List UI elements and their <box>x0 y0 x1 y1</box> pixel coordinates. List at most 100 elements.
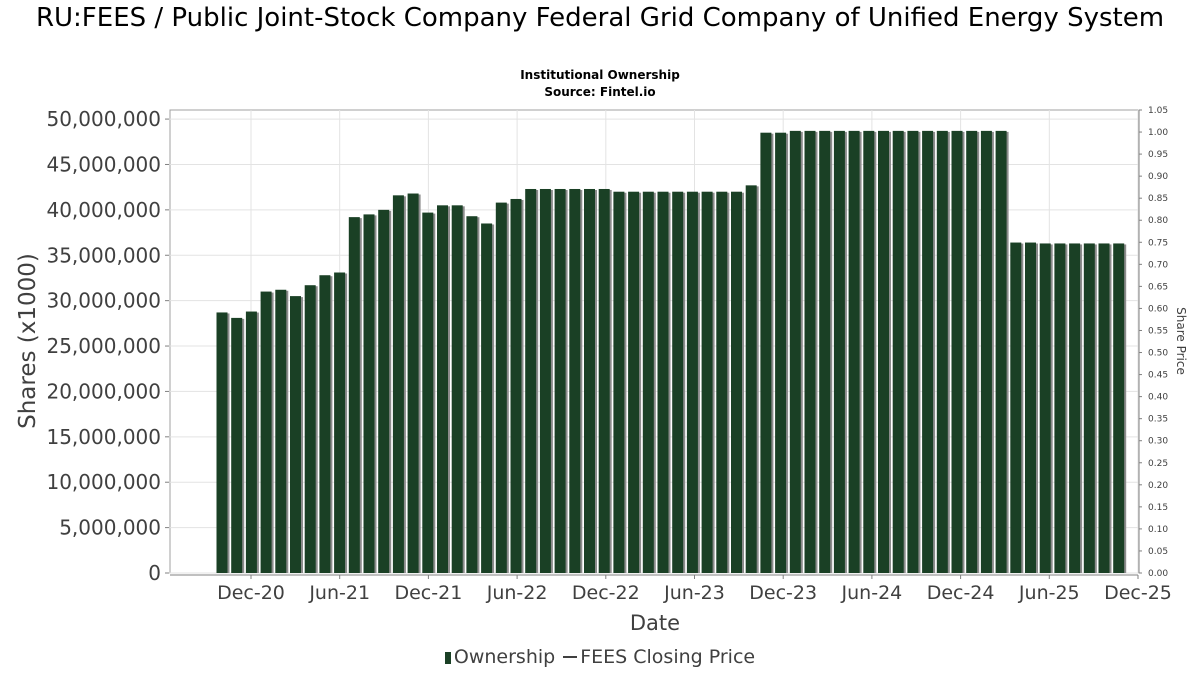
x-tick-label: Jun-23 <box>663 582 725 604</box>
x-tick-label: Dec-24 <box>927 582 995 604</box>
y2-tick-label: 0.75 <box>1148 238 1168 248</box>
ownership-bar <box>922 130 934 574</box>
ownership-bar <box>598 188 610 573</box>
ownership-bar <box>1098 243 1110 573</box>
ownership-bar <box>1113 243 1125 573</box>
y2-tick-label: 1.00 <box>1148 128 1168 138</box>
x-tick-label: Dec-23 <box>749 582 817 604</box>
y-tick-label: 0 <box>148 561 161 585</box>
y2-tick-label: 0.45 <box>1148 371 1168 381</box>
y2-tick-label: 0.65 <box>1148 282 1168 292</box>
ownership-bars <box>216 130 1127 574</box>
ownership-bar <box>348 217 360 573</box>
y2-axis-label: Share Price <box>1174 307 1188 375</box>
y2-tick-label: 0.90 <box>1148 172 1168 182</box>
ownership-bar <box>701 191 713 574</box>
ownership-bar <box>804 130 816 574</box>
y2-tick-label: 0.85 <box>1148 194 1168 204</box>
ownership-bar <box>275 289 287 573</box>
ownership-bar <box>1010 242 1022 573</box>
y2-tick-label: 0.25 <box>1148 459 1168 469</box>
x-tick-label: Jun-21 <box>308 582 370 604</box>
y-tick-label: 45,000,000 <box>46 152 161 176</box>
ownership-bar <box>1025 242 1036 573</box>
ownership-bar <box>657 191 669 574</box>
ownership-bar <box>848 130 860 574</box>
x-tick-label: Jun-24 <box>841 582 903 604</box>
ownership-bar <box>716 191 728 574</box>
ownership-bar <box>951 130 963 574</box>
y2-tick-label: 0.50 <box>1148 349 1168 359</box>
ownership-bar <box>995 130 1007 574</box>
ownership-bar <box>539 188 551 573</box>
y-tick-label: 10,000,000 <box>46 470 161 494</box>
ownership-bar <box>642 191 654 574</box>
y2-tick-label: 0.20 <box>1148 481 1168 491</box>
ownership-bar <box>569 188 581 573</box>
ownership-bar <box>686 191 698 574</box>
ownership-bar <box>789 130 801 574</box>
ownership-bar <box>216 312 228 573</box>
ownership-bar <box>775 132 787 573</box>
ownership-bar <box>892 130 904 574</box>
x-axis-label: Date <box>630 611 680 635</box>
ownership-bar <box>554 188 566 573</box>
x-tick-label: Dec-22 <box>572 582 640 604</box>
legend-ownership: Ownership <box>453 646 556 668</box>
x-tick-label: Jun-22 <box>486 582 548 604</box>
ownership-bar <box>878 130 889 574</box>
ownership-bar <box>863 130 875 574</box>
y2-tick-label: 1.05 <box>1148 106 1168 116</box>
y2-tick-label: 0.05 <box>1148 547 1168 557</box>
axes: Dec-20 Jun-21 Dec-21 Jun-22 Dec-22 Jun-23 Dec-… <box>46 106 1171 604</box>
y2-tick-label: 0.30 <box>1148 437 1168 447</box>
legend-price: FEES Closing Price <box>580 646 756 668</box>
chart-title: RU:FEES / Public Joint-Stock Company Fed… <box>35 3 1165 33</box>
y-tick-label: 35,000,000 <box>46 243 161 267</box>
legend: Ownership FEES Closing Price <box>0 646 1200 668</box>
ownership-bar <box>495 202 507 573</box>
ownership-bar <box>231 317 243 573</box>
x-tick-label: Jun-25 <box>1018 582 1080 604</box>
x-tick-label: Dec-20 <box>217 582 285 604</box>
ownership-bar <box>481 223 493 573</box>
y2-tick-label: 0.55 <box>1148 326 1168 336</box>
ownership-bar <box>466 216 478 573</box>
ownership-bar <box>980 130 992 574</box>
y-tick-label: 15,000,000 <box>46 425 161 449</box>
chart-subtitle: Institutional Ownership <box>520 68 680 82</box>
ownership-bar <box>451 205 463 573</box>
ownership-bar <box>245 311 257 573</box>
ownership-bar <box>1039 243 1051 573</box>
ownership-bar <box>407 193 419 573</box>
ownership-bar <box>510 198 522 573</box>
y2-tick-label: 0.15 <box>1148 503 1168 513</box>
ownership-bar <box>1069 243 1081 573</box>
ownership-bar <box>936 130 948 574</box>
chart-source: Source: Fintel.io <box>544 85 656 99</box>
y2-tick-label: 0.10 <box>1148 525 1168 535</box>
price-line-swatch <box>563 656 578 658</box>
ownership-bar <box>672 191 684 574</box>
ownership-bar <box>1054 243 1066 573</box>
y-tick-label: 50,000,000 <box>46 107 161 131</box>
ownership-bar <box>260 291 272 573</box>
y2-tick-label: 0.00 <box>1148 569 1168 579</box>
ownership-bar <box>290 296 301 573</box>
ownership-bar <box>334 272 346 573</box>
y2-tick-label: 0.70 <box>1148 260 1168 270</box>
ownership-bar <box>819 130 831 574</box>
ownership-bar <box>833 130 845 574</box>
y2-tick-label: 0.35 <box>1148 415 1168 425</box>
ownership-bar <box>392 195 404 573</box>
x-tick-label: Dec-21 <box>394 582 462 604</box>
y-tick-label: 30,000,000 <box>46 289 161 313</box>
y2-tick-label: 0.60 <box>1148 304 1168 314</box>
x-tick-label: Dec-25 <box>1104 582 1172 604</box>
y2-tick-label: 0.40 <box>1148 393 1168 403</box>
ownership-bar <box>525 188 537 573</box>
ownership-bar <box>363 214 375 573</box>
y-tick-label: 5,000,000 <box>59 516 161 540</box>
ownership-bar <box>378 209 390 574</box>
